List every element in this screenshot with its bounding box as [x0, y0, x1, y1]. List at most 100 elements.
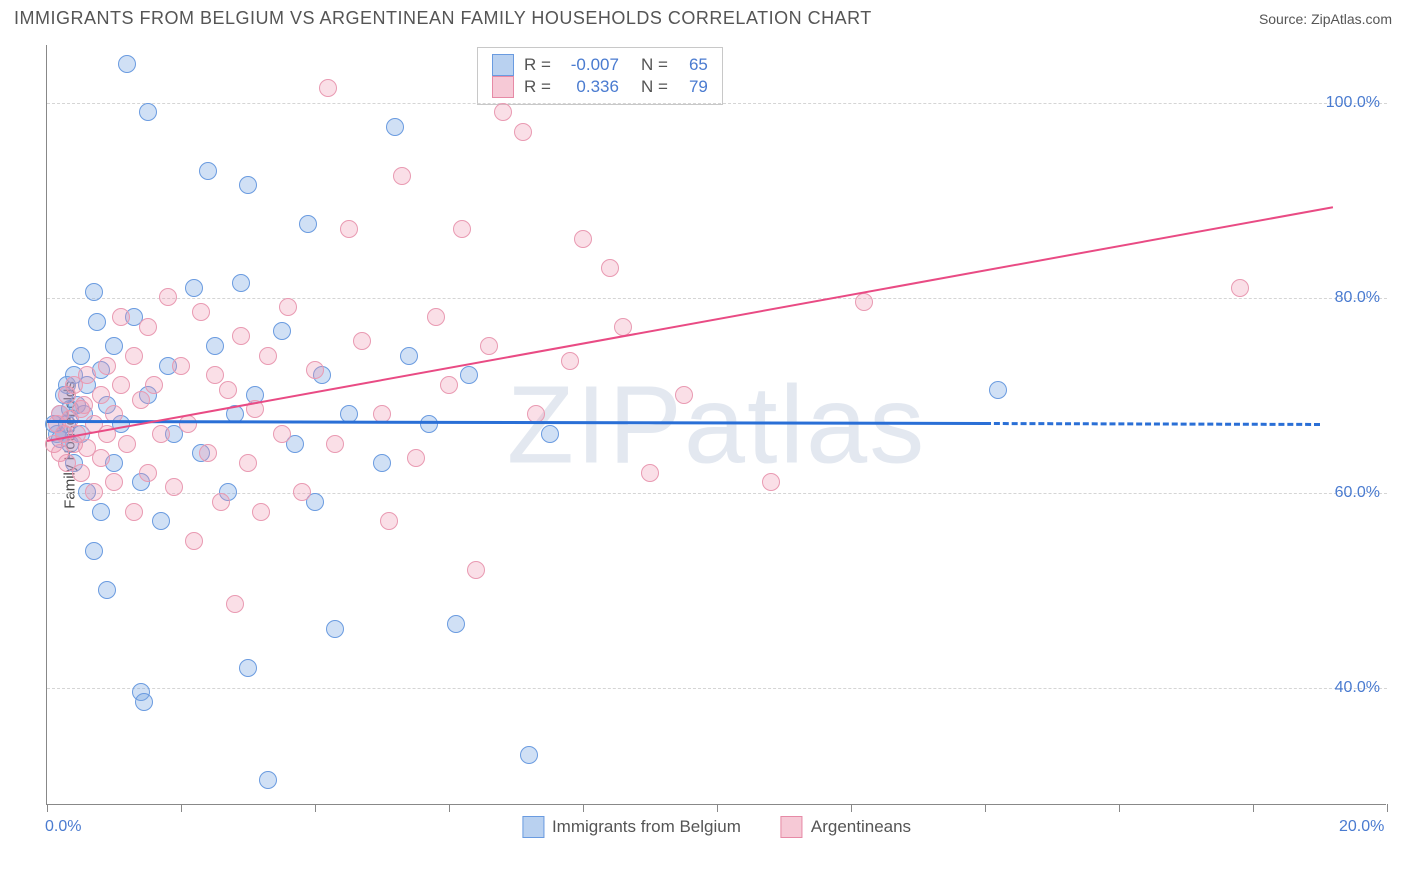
legend-entry: Immigrants from Belgium	[522, 816, 741, 838]
scatter-point	[98, 357, 116, 375]
scatter-point	[393, 167, 411, 185]
scatter-point	[601, 259, 619, 277]
scatter-point	[72, 464, 90, 482]
scatter-point	[306, 361, 324, 379]
stats-row: R =0.336N =79	[492, 76, 708, 98]
scatter-point	[206, 366, 224, 384]
legend-swatch	[492, 76, 514, 98]
scatter-point	[232, 274, 250, 292]
correlation-stats-box: R =-0.007N =65R =0.336N =79	[477, 47, 723, 105]
scatter-point	[232, 327, 250, 345]
scatter-point	[125, 347, 143, 365]
scatter-point	[326, 620, 344, 638]
scatter-point	[92, 449, 110, 467]
x-tick	[1253, 804, 1254, 812]
grid-line	[47, 688, 1387, 689]
n-label: N =	[641, 55, 668, 75]
scatter-point	[520, 746, 538, 764]
scatter-point	[152, 512, 170, 530]
scatter-point	[105, 473, 123, 491]
x-tick	[717, 804, 718, 812]
y-tick-label: 40.0%	[1335, 679, 1380, 697]
scatter-point	[447, 615, 465, 633]
scatter-point	[614, 318, 632, 336]
scatter-point	[273, 425, 291, 443]
scatter-point	[353, 332, 371, 350]
n-label: N =	[641, 77, 668, 97]
scatter-point	[259, 771, 277, 789]
trend-line	[47, 206, 1334, 442]
scatter-point	[85, 283, 103, 301]
scatter-point	[72, 347, 90, 365]
source-attribution: Source: ZipAtlas.com	[1259, 11, 1392, 27]
r-label: R =	[524, 55, 551, 75]
scatter-point	[118, 435, 136, 453]
scatter-point	[239, 176, 257, 194]
scatter-point	[252, 503, 270, 521]
scatter-point	[125, 503, 143, 521]
scatter-point	[219, 381, 237, 399]
scatter-point	[326, 435, 344, 453]
scatter-point	[212, 493, 230, 511]
scatter-point	[400, 347, 418, 365]
scatter-point	[319, 79, 337, 97]
scatter-point	[199, 162, 217, 180]
scatter-point	[145, 376, 163, 394]
scatter-point	[78, 366, 96, 384]
scatter-point	[139, 318, 157, 336]
legend-entry: Argentineans	[781, 816, 911, 838]
scatter-point	[373, 454, 391, 472]
scatter-point	[226, 595, 244, 613]
scatter-point	[386, 118, 404, 136]
trend-line	[985, 422, 1320, 426]
scatter-point	[192, 303, 210, 321]
y-tick-label: 80.0%	[1335, 289, 1380, 307]
scatter-point	[185, 279, 203, 297]
scatter-point	[514, 123, 532, 141]
scatter-point	[467, 561, 485, 579]
legend-label: Immigrants from Belgium	[552, 817, 741, 837]
scatter-point	[407, 449, 425, 467]
scatter-point	[380, 512, 398, 530]
scatter-point	[85, 542, 103, 560]
chart-container: Family Households ZIPatlas R =-0.007N =6…	[0, 35, 1406, 855]
scatter-point	[259, 347, 277, 365]
scatter-point	[494, 103, 512, 121]
scatter-point	[185, 532, 203, 550]
scatter-point	[75, 396, 93, 414]
scatter-point	[453, 220, 471, 238]
scatter-point	[172, 357, 190, 375]
scatter-point	[105, 337, 123, 355]
scatter-point	[460, 366, 478, 384]
scatter-point	[139, 464, 157, 482]
scatter-point	[112, 376, 130, 394]
r-value: 0.336	[561, 77, 619, 97]
scatter-point	[179, 415, 197, 433]
scatter-point	[675, 386, 693, 404]
x-tick	[583, 804, 584, 812]
scatter-point	[92, 386, 110, 404]
scatter-point	[762, 473, 780, 491]
x-tick	[449, 804, 450, 812]
scatter-point	[279, 298, 297, 316]
x-tick	[985, 804, 986, 812]
plot-area: ZIPatlas R =-0.007N =65R =0.336N =79 Imm…	[46, 45, 1386, 805]
x-tick	[1387, 804, 1388, 812]
scatter-point	[561, 352, 579, 370]
scatter-point	[427, 308, 445, 326]
scatter-point	[132, 391, 150, 409]
scatter-point	[98, 581, 116, 599]
grid-line	[47, 103, 1387, 104]
x-tick-label: 0.0%	[45, 818, 81, 836]
r-label: R =	[524, 77, 551, 97]
grid-line	[47, 493, 1387, 494]
scatter-point	[152, 425, 170, 443]
grid-line	[47, 298, 1387, 299]
scatter-point	[440, 376, 458, 394]
scatter-point	[92, 503, 110, 521]
chart-title: IMMIGRANTS FROM BELGIUM VS ARGENTINEAN F…	[14, 8, 872, 29]
r-value: -0.007	[561, 55, 619, 75]
scatter-point	[989, 381, 1007, 399]
scatter-point	[420, 415, 438, 433]
legend-label: Argentineans	[811, 817, 911, 837]
